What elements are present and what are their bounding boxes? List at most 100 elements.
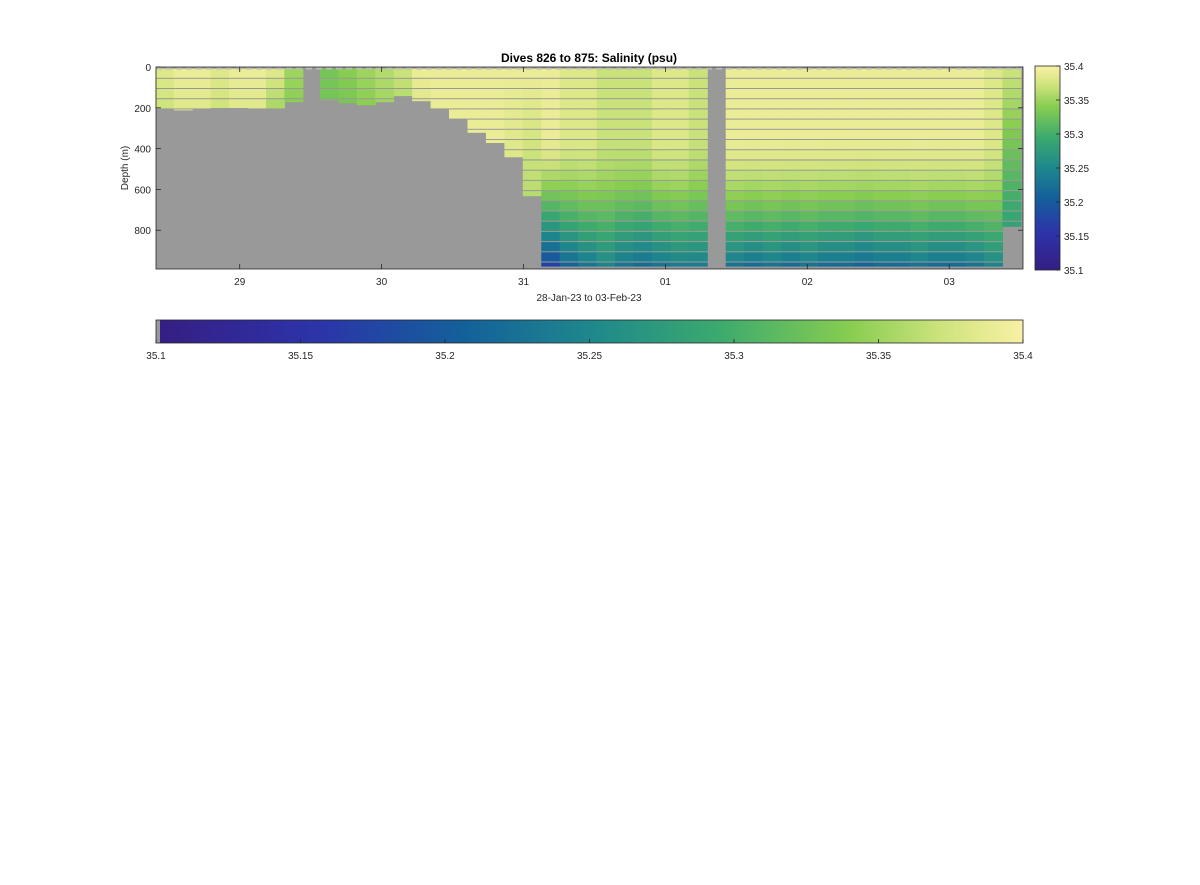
heatmap-cell bbox=[818, 221, 837, 231]
heatmap-cell bbox=[615, 252, 634, 262]
heatmap-cell bbox=[578, 211, 598, 221]
heatmap-cell bbox=[818, 201, 837, 211]
heatmap-cell bbox=[522, 170, 542, 180]
heatmap-cell bbox=[744, 242, 764, 252]
heatmap-cell bbox=[356, 99, 376, 106]
heatmap-cells bbox=[155, 67, 1023, 267]
heatmap-cell bbox=[210, 78, 230, 88]
heatmap-cell bbox=[744, 180, 764, 191]
heatmap-cell bbox=[559, 140, 579, 150]
heatmap-cell bbox=[541, 180, 561, 191]
heatmap-cell bbox=[578, 180, 598, 191]
heatmap-cell bbox=[781, 201, 801, 211]
heatmap-cell bbox=[670, 109, 690, 119]
heatmap-cell bbox=[356, 89, 376, 99]
heatmap-cell bbox=[541, 89, 561, 99]
heatmap-cell bbox=[725, 109, 745, 119]
heatmap-cell bbox=[799, 129, 819, 139]
heatmap-cell bbox=[670, 180, 690, 191]
heatmap-cell bbox=[762, 109, 782, 119]
heatmap-cell bbox=[873, 89, 893, 99]
heatmap-cell bbox=[651, 129, 671, 139]
heatmap-cell bbox=[781, 78, 801, 88]
heatmap-cell bbox=[467, 109, 487, 119]
heatmap-cell bbox=[799, 68, 819, 78]
heatmap-cell bbox=[633, 201, 653, 211]
heatmap-cell bbox=[781, 231, 801, 242]
heatmap-cell bbox=[615, 211, 634, 221]
heatmap-cell bbox=[762, 262, 782, 267]
vertical-colorbar-tick-label: 35.2 bbox=[1064, 198, 1084, 209]
horizontal-colorbar-tick-label: 35.35 bbox=[866, 351, 891, 362]
heatmap-cell bbox=[928, 242, 948, 252]
heatmap-cell bbox=[522, 150, 542, 160]
heatmap-cell bbox=[338, 89, 358, 99]
heatmap-cell bbox=[965, 119, 985, 129]
heatmap-cell bbox=[744, 201, 764, 211]
heatmap-cell bbox=[596, 78, 616, 88]
horizontal-colorbar-gradient bbox=[156, 320, 1023, 343]
vertical-colorbar-tick-label: 35.3 bbox=[1064, 130, 1084, 141]
heatmap-cell bbox=[928, 221, 948, 231]
heatmap-cell bbox=[688, 89, 708, 99]
heatmap-cell bbox=[210, 89, 230, 99]
heatmap-cell bbox=[836, 252, 856, 262]
heatmap-cell bbox=[984, 191, 1003, 201]
heatmap-cell bbox=[744, 109, 764, 119]
heatmap-cell bbox=[725, 150, 745, 160]
heatmap-cell bbox=[596, 68, 616, 78]
heatmap-cell bbox=[984, 109, 1003, 119]
heatmap-cell bbox=[799, 119, 819, 129]
heatmap-cell bbox=[559, 201, 579, 211]
heatmap-cell bbox=[762, 89, 782, 99]
heatmap-cell bbox=[633, 78, 653, 88]
heatmap-cell bbox=[541, 129, 561, 139]
heatmap-cell bbox=[688, 150, 708, 160]
heatmap-cell bbox=[891, 170, 911, 180]
heatmap-cell bbox=[762, 231, 782, 242]
heatmap-cell bbox=[836, 180, 856, 191]
heatmap-cell bbox=[688, 242, 708, 252]
heatmap-cell bbox=[522, 78, 542, 88]
vertical-colorbar-tick-label: 35.35 bbox=[1064, 96, 1089, 107]
heatmap-cell bbox=[910, 150, 930, 160]
heatmap-cell bbox=[891, 129, 911, 139]
heatmap-cell bbox=[928, 180, 948, 191]
heatmap-cell bbox=[1002, 78, 1022, 88]
heatmap-cell bbox=[559, 191, 579, 201]
x-tick-label: 30 bbox=[376, 277, 388, 288]
heatmap-cell bbox=[615, 89, 634, 99]
heatmap-cell bbox=[928, 78, 948, 88]
heatmap-cell bbox=[578, 170, 598, 180]
heatmap-cell bbox=[799, 231, 819, 242]
heatmap-cell bbox=[670, 150, 690, 160]
heatmap-cell bbox=[725, 180, 745, 191]
heatmap-cell bbox=[910, 231, 930, 242]
heatmap-cell bbox=[873, 191, 893, 201]
heatmap-cell bbox=[873, 160, 893, 170]
heatmap-cell bbox=[430, 99, 450, 109]
heatmap-cell bbox=[559, 221, 579, 231]
heatmap-cell bbox=[984, 140, 1003, 150]
heatmap-cell bbox=[670, 231, 690, 242]
heatmap-cell bbox=[541, 170, 561, 180]
heatmap-cell bbox=[762, 78, 782, 88]
heatmap-cell bbox=[891, 201, 911, 211]
heatmap-cell bbox=[836, 78, 856, 88]
heatmap-cell bbox=[596, 99, 616, 109]
heatmap-cell bbox=[651, 109, 671, 119]
heatmap-cell bbox=[891, 221, 911, 231]
heatmap-cell bbox=[688, 129, 708, 139]
heatmap-cell bbox=[1002, 160, 1022, 170]
heatmap-cell bbox=[873, 140, 893, 150]
heatmap-cell bbox=[1002, 68, 1022, 78]
heatmap-cell bbox=[504, 119, 524, 129]
heatmap-cell bbox=[744, 78, 764, 88]
heatmap-cell bbox=[873, 211, 893, 221]
heatmap-cell bbox=[891, 242, 911, 252]
heatmap-cell bbox=[725, 191, 745, 201]
heatmap-cell bbox=[578, 231, 598, 242]
heatmap-cell bbox=[762, 129, 782, 139]
horizontal-colorbar-mask-swatch bbox=[156, 320, 160, 343]
heatmap-cell bbox=[891, 160, 911, 170]
